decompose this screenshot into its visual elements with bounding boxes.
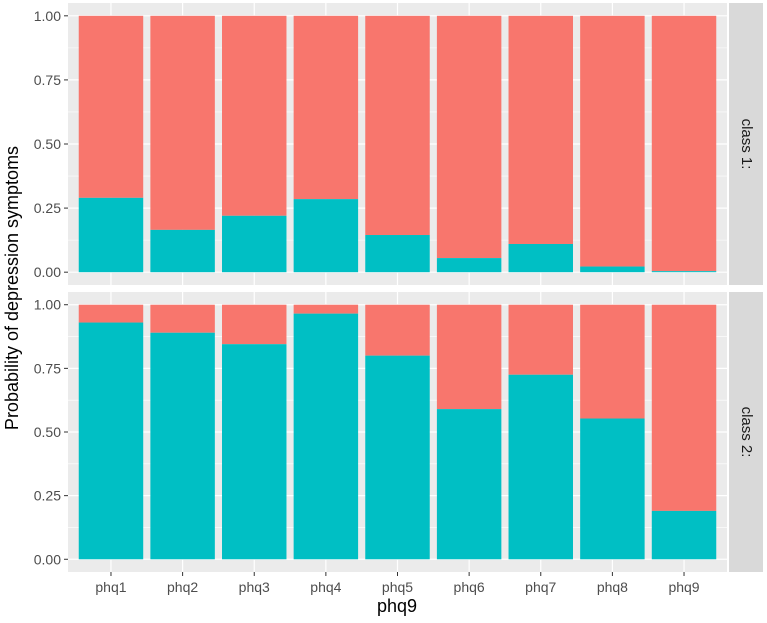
- bar-segment-bottom-phq6: [436, 409, 502, 560]
- bar-segment-top-phq6: [436, 15, 502, 259]
- bar-segment-bottom-phq9: [651, 510, 717, 560]
- y-tick-label: 0.25: [34, 488, 61, 504]
- bar-segment-top-phq9: [651, 15, 717, 272]
- facet-strip-label: class 1:: [738, 119, 755, 170]
- bar-segment-bottom-phq4: [293, 313, 359, 560]
- bar-segment-top-phq8: [580, 304, 645, 419]
- bar-segment-bottom-phq7: [508, 243, 573, 273]
- bar-segment-bottom-phq3: [222, 215, 287, 273]
- bar-segment-bottom-phq9: [651, 271, 717, 273]
- bar-segment-bottom-phq8: [580, 418, 645, 560]
- x-tick-label: phq1: [95, 579, 126, 595]
- y-tick-label: 1.00: [34, 8, 61, 24]
- x-tick-label: phq5: [382, 579, 413, 595]
- bar-segment-top-phq1: [78, 15, 144, 198]
- bar-segment-bottom-phq2: [150, 332, 215, 560]
- y-tick-label: 0.25: [34, 200, 61, 216]
- x-tick-label: phq6: [454, 579, 485, 595]
- x-tick-label: phq9: [668, 579, 699, 595]
- bar-segment-top-phq4: [293, 15, 359, 200]
- y-tick-label: 0.75: [34, 72, 61, 88]
- bar-segment-top-phq5: [365, 304, 430, 356]
- bar-segment-top-phq3: [222, 15, 287, 216]
- bar-segment-bottom-phq5: [365, 235, 430, 273]
- y-axis-title: Probability of depression symptoms: [2, 146, 22, 430]
- bar-segment-top-phq9: [651, 304, 717, 511]
- bar-segment-bottom-phq4: [293, 199, 359, 273]
- y-tick-label: 0.75: [34, 360, 61, 376]
- bar-segment-bottom-phq6: [436, 258, 502, 273]
- bar-segment-bottom-phq8: [580, 266, 645, 273]
- bar-segment-top-phq1: [78, 304, 144, 323]
- x-tick-label: phq3: [239, 579, 270, 595]
- bar-segment-top-phq2: [150, 304, 215, 333]
- y-tick-label: 0.50: [34, 424, 61, 440]
- x-tick-label: phq2: [167, 579, 198, 595]
- bar-segment-top-phq4: [293, 304, 359, 314]
- bar-segment-bottom-phq2: [150, 229, 215, 273]
- bar-segment-top-phq7: [508, 304, 573, 375]
- bar-segment-top-phq5: [365, 15, 430, 236]
- bar-segment-top-phq3: [222, 304, 287, 345]
- facet-strip: [729, 3, 763, 285]
- y-tick-label: 0.50: [34, 136, 61, 152]
- bar-segment-top-phq8: [580, 15, 645, 267]
- bar-segment-top-phq7: [508, 15, 573, 244]
- bar-segment-top-phq6: [436, 304, 502, 410]
- y-tick-label: 0.00: [34, 264, 61, 280]
- x-tick-label: phq4: [310, 579, 341, 595]
- x-tick-label: phq8: [597, 579, 628, 595]
- x-tick-label: phq7: [525, 579, 556, 595]
- facet-strip: [729, 292, 763, 572]
- bar-segment-bottom-phq7: [508, 374, 573, 560]
- x-axis-title: phq9: [377, 596, 417, 616]
- bar-segment-bottom-phq1: [78, 197, 144, 273]
- y-tick-label: 0.00: [34, 551, 61, 567]
- y-tick-label: 1.00: [34, 297, 61, 313]
- bar-segment-bottom-phq3: [222, 344, 287, 560]
- panels-layer: 0.00 0.25 0.50 0.75 1.00 class 1: 0.00 0.25 0.50…: [34, 3, 763, 595]
- facet-strip-label: class 2:: [738, 407, 755, 458]
- bar-segment-bottom-phq1: [78, 322, 144, 560]
- bar-segment-bottom-phq5: [365, 355, 430, 560]
- bar-segment-top-phq2: [150, 15, 215, 230]
